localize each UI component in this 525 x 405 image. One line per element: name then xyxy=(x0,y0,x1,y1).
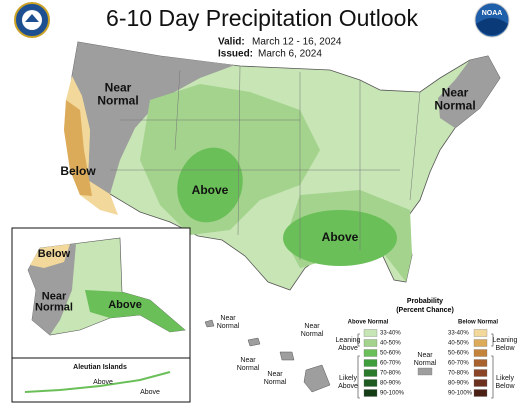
alaska-map xyxy=(27,237,186,336)
legend-swatch xyxy=(473,329,488,337)
region-label: Near xyxy=(267,371,283,378)
region-label: Below xyxy=(38,248,71,260)
region-label: Normal xyxy=(264,379,287,386)
aleutian-title: Aleutian Islands xyxy=(73,364,127,371)
region-label: Near xyxy=(304,323,320,330)
legend-bin-label: 70-80% xyxy=(448,371,469,377)
legend-bin-label: 60-70% xyxy=(448,361,469,367)
legend-group-label: Below xyxy=(495,345,515,352)
valid-dates: March 12 - 16, 2024 xyxy=(252,37,342,48)
noaa-text: NOAA xyxy=(482,10,503,17)
doc-seal xyxy=(14,2,50,38)
region-label: Above xyxy=(192,183,229,197)
region-label: Normal xyxy=(237,365,260,372)
legend-swatch xyxy=(473,369,488,377)
region-label: Normal xyxy=(35,301,73,313)
noaa-logo: NOAA xyxy=(474,2,510,38)
hawaii-map xyxy=(204,319,331,393)
issued-label: Issued: xyxy=(218,49,253,60)
valid-label: Valid: xyxy=(218,37,245,48)
legend-above-header: Above Normal xyxy=(348,320,389,326)
legend-swatch xyxy=(473,379,488,387)
aleutian-inset xyxy=(11,357,191,403)
legend-group-label: Leaning xyxy=(336,337,361,344)
aleutian-chain xyxy=(24,371,171,393)
region-label: Normal xyxy=(434,99,475,113)
legend-group-label: Leaning xyxy=(493,337,518,344)
region-label: Normal xyxy=(301,331,324,338)
region-label: Below xyxy=(60,164,96,178)
legend: Probability (Percent Chance) Above Normal B… xyxy=(336,298,518,399)
legend-bin-label: 40-50% xyxy=(380,341,401,347)
map-labels: NearNormalNearNormalBelowAboveAboveBelow… xyxy=(35,81,476,396)
legend-bin-label: 50-60% xyxy=(380,351,401,357)
legend-swatch xyxy=(363,379,378,387)
legend-bin-label: 50-60% xyxy=(448,351,469,357)
legend-bin-label: 60-70% xyxy=(380,361,401,367)
legend-bin-label: 80-90% xyxy=(380,381,401,387)
legend-bin-label: 80-90% xyxy=(448,381,469,387)
legend-swatch xyxy=(473,359,488,367)
legend-bin-label: 33-40% xyxy=(448,331,469,337)
legend-swatch xyxy=(473,349,488,357)
conus-map xyxy=(64,41,501,291)
legend-title: (Percent Chance) xyxy=(396,307,454,314)
legend-bin-label: 33-40% xyxy=(380,331,401,337)
legend-swatch xyxy=(363,359,378,367)
legend-bin-label: 70-80% xyxy=(380,371,401,377)
region-label: Near xyxy=(220,315,236,322)
legend-group-label: Normal xyxy=(414,360,437,367)
legend-group-label: Near xyxy=(417,352,433,359)
legend-bracket xyxy=(357,333,494,399)
legend-swatch xyxy=(363,349,378,357)
legend-group-label: Likely xyxy=(339,375,357,382)
region-label: Near xyxy=(240,357,256,364)
region-label: Normal xyxy=(97,94,138,108)
legend-swatch xyxy=(363,389,378,397)
title: 6-10 Day Precipitation Outlook xyxy=(106,5,418,31)
legend-group-label: Below xyxy=(495,383,515,390)
region-label: Above xyxy=(140,389,160,396)
legend-group-label: Likely xyxy=(496,375,514,382)
legend-swatch xyxy=(473,389,488,397)
legend-swatch xyxy=(363,369,378,377)
region-label: Normal xyxy=(217,323,240,330)
region-label: Near xyxy=(42,290,67,302)
legend-group-label: Above xyxy=(338,345,358,352)
legend-swatch xyxy=(473,339,488,347)
legend-swatch xyxy=(363,329,378,337)
region-label: Above xyxy=(108,299,142,311)
legend-title: Probability xyxy=(407,298,443,305)
region-label: Above xyxy=(93,379,113,386)
legend-group-label: Above xyxy=(338,383,358,390)
region-label: Near xyxy=(105,81,132,95)
legend-below-header: Below Normal xyxy=(458,320,498,326)
issued-date: March 6, 2024 xyxy=(258,49,322,60)
region-label: Near xyxy=(442,86,469,100)
region-label: Above xyxy=(322,230,359,244)
legend-swatch xyxy=(363,339,378,347)
legend-bin-label: 40-50% xyxy=(448,341,469,347)
legend-bin-label: 90-100% xyxy=(380,391,405,397)
legend-bin-label: 90-100% xyxy=(448,391,473,397)
legend-swatch xyxy=(417,367,433,376)
